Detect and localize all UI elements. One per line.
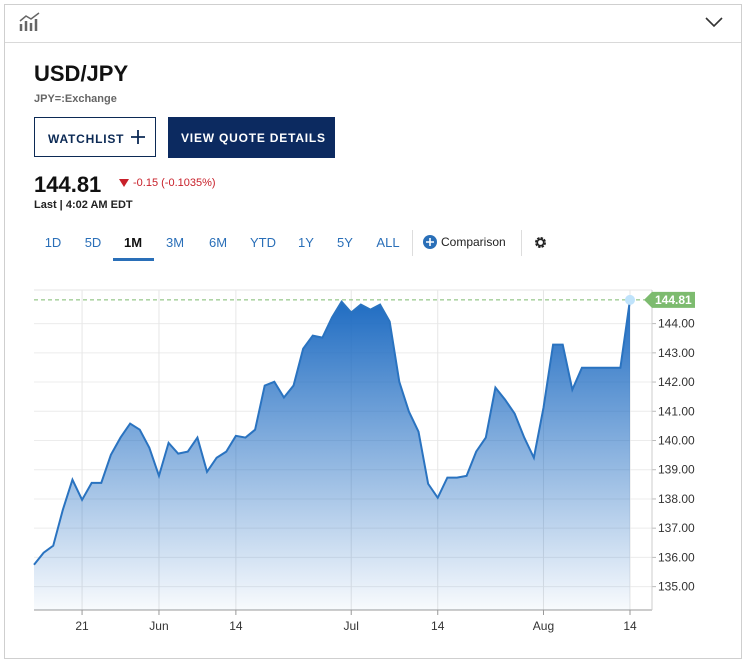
x-tick-label: 14: [431, 619, 445, 633]
watchlist-label: WATCHLIST: [48, 132, 125, 146]
range-tab[interactable]: YTD: [250, 235, 276, 250]
symbol: USD/JPY: [34, 61, 129, 86]
range-tab[interactable]: 1Y: [298, 235, 314, 250]
separator: [521, 230, 522, 256]
chart-icon[interactable]: [18, 11, 42, 33]
x-tick-label: Aug: [533, 619, 554, 633]
comparison[interactable]: Comparison: [441, 235, 506, 249]
x-tick-label: Jul: [344, 619, 359, 633]
watchlist-button[interactable]: WATCHLIST: [34, 117, 156, 157]
change: -0.15 (-0.1035%): [133, 177, 216, 189]
y-tick-label: 141.00: [658, 404, 695, 418]
y-tick-label: 138.00: [658, 492, 695, 506]
last-value-badge: [644, 291, 695, 308]
settings-icon[interactable]: [533, 235, 548, 250]
time: 4:02 AM EDT: [65, 199, 133, 211]
x-tick-label: 14: [623, 619, 637, 633]
x-tick-label: 14: [229, 619, 243, 633]
y-tick-label: 137.00: [658, 521, 695, 535]
last-value-label: 144.81: [655, 293, 692, 307]
range-tab[interactable]: ALL: [376, 235, 400, 250]
last-label: Last: [34, 199, 57, 211]
down-arrow: [119, 179, 129, 187]
price: 144.81: [34, 172, 102, 197]
last-time: Last | 4:02 AM EDT: [34, 199, 133, 211]
card: [4, 4, 742, 659]
quote-details-label: VIEW QUOTE DETAILS: [181, 131, 326, 145]
y-tick-label: 144.00: [658, 317, 695, 331]
x-tick-label: Jun: [149, 619, 168, 633]
top-bar: [5, 5, 741, 43]
y-tick-label: 135.00: [658, 580, 695, 594]
range-tab[interactable]: 5Y: [337, 235, 353, 250]
range-tab[interactable]: 3M: [165, 235, 185, 250]
y-tick-label: 136.00: [658, 550, 695, 564]
last-point: [625, 294, 635, 305]
x-tick-label: 21: [75, 619, 89, 633]
quote-details-button[interactable]: VIEW QUOTE DETAILS: [168, 117, 335, 158]
line: [33, 299, 631, 566]
range-tab[interactable]: 5D: [84, 235, 102, 250]
range-tab[interactable]: 1M: [123, 235, 143, 250]
comparison-icon[interactable]: [423, 235, 437, 249]
tab-underline: [113, 258, 154, 261]
y-tick-label: 139.00: [658, 463, 695, 477]
plus-icon: [131, 130, 145, 144]
separator: [412, 230, 413, 256]
range-tab[interactable]: 6M: [208, 235, 228, 250]
range-tab[interactable]: 1D: [44, 235, 62, 250]
y-tick-label: 143.00: [658, 346, 695, 360]
area: [34, 299, 630, 610]
collapse-chevron[interactable]: [704, 15, 724, 29]
y-tick-label: 142.00: [658, 375, 695, 389]
exchange: JPY=:Exchange: [34, 93, 117, 105]
y-tick-label: 140.00: [658, 434, 695, 448]
